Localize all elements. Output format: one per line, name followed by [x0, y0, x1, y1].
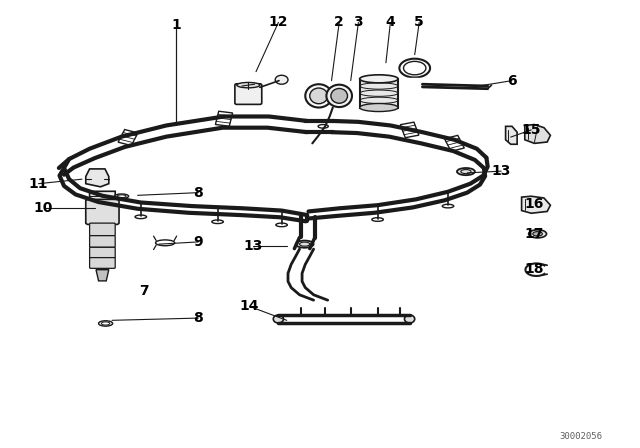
Polygon shape	[506, 126, 517, 144]
Text: 16: 16	[525, 197, 544, 211]
Ellipse shape	[296, 241, 314, 248]
Ellipse shape	[99, 321, 113, 326]
Text: 4: 4	[385, 15, 396, 30]
Text: 8: 8	[193, 185, 204, 200]
Text: 13: 13	[492, 164, 511, 178]
Text: 13: 13	[243, 238, 262, 253]
Polygon shape	[96, 270, 109, 281]
Text: 10: 10	[34, 201, 53, 215]
Polygon shape	[90, 191, 115, 207]
Ellipse shape	[533, 232, 543, 236]
Text: 9: 9	[193, 235, 204, 249]
Ellipse shape	[102, 322, 110, 325]
Polygon shape	[86, 169, 109, 187]
Circle shape	[275, 75, 288, 84]
Ellipse shape	[117, 195, 126, 198]
Text: 3: 3	[353, 15, 364, 30]
Ellipse shape	[273, 315, 284, 323]
Ellipse shape	[331, 89, 348, 103]
FancyBboxPatch shape	[90, 223, 115, 236]
Ellipse shape	[360, 75, 398, 83]
Ellipse shape	[310, 88, 328, 103]
Text: 8: 8	[193, 311, 204, 325]
Ellipse shape	[237, 82, 260, 88]
Text: 2: 2	[334, 15, 344, 30]
Polygon shape	[525, 125, 550, 143]
Text: 30002056: 30002056	[559, 432, 603, 441]
Text: 6: 6	[507, 73, 517, 88]
Text: 14: 14	[240, 299, 259, 314]
Text: 18: 18	[525, 262, 544, 276]
Ellipse shape	[529, 230, 547, 238]
Polygon shape	[522, 196, 550, 213]
Ellipse shape	[326, 85, 352, 107]
Ellipse shape	[305, 84, 332, 108]
Text: 17: 17	[525, 227, 544, 241]
Text: 7: 7	[139, 284, 149, 298]
FancyBboxPatch shape	[90, 247, 115, 258]
FancyBboxPatch shape	[235, 84, 262, 104]
Ellipse shape	[404, 315, 415, 323]
FancyBboxPatch shape	[90, 236, 115, 247]
FancyBboxPatch shape	[90, 258, 115, 268]
FancyBboxPatch shape	[86, 199, 119, 224]
Text: 5: 5	[414, 15, 424, 30]
Ellipse shape	[360, 103, 398, 112]
Text: 11: 11	[29, 177, 48, 191]
Text: 12: 12	[269, 15, 288, 30]
Ellipse shape	[457, 168, 475, 175]
Text: 1: 1	[171, 17, 181, 32]
Text: 15: 15	[522, 123, 541, 137]
Ellipse shape	[115, 194, 129, 198]
FancyBboxPatch shape	[360, 79, 398, 108]
